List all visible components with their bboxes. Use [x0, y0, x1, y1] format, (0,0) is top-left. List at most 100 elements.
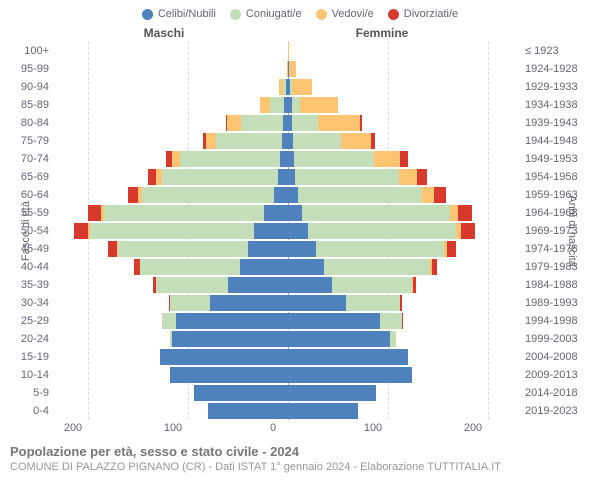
birth-year-label: 1959-1963 [520, 186, 590, 204]
bar-segment [288, 331, 390, 347]
bar-segment [162, 169, 278, 185]
bar-segment [104, 205, 264, 221]
male-bar [260, 97, 288, 113]
male-bar [279, 79, 288, 95]
pyramid-row [55, 168, 520, 186]
bar-segment [341, 133, 371, 149]
bar-segment [160, 349, 288, 365]
male-bar [148, 169, 288, 185]
age-label: 25-29 [10, 312, 54, 330]
bar-segment [228, 277, 288, 293]
pyramid-row [55, 276, 520, 294]
bar-segment [324, 259, 430, 275]
bar-segment [288, 169, 295, 185]
bar-segment [118, 241, 248, 257]
age-label: 70-74 [10, 150, 54, 168]
age-label: 30-34 [10, 294, 54, 312]
female-bar [288, 187, 446, 203]
age-label: 50-54 [10, 222, 54, 240]
bar-segment [417, 169, 427, 185]
bar-segment [458, 205, 472, 221]
legend-swatch [230, 9, 241, 20]
bar-segment [292, 115, 318, 131]
legend-label: Celibi/Nubili [158, 8, 216, 20]
bar-segment [447, 241, 456, 257]
bar-segment [206, 133, 216, 149]
legend-label: Coniugati/e [246, 8, 302, 20]
pyramid-row [55, 60, 520, 78]
bar-segment [461, 223, 475, 239]
pyramid-row [55, 312, 520, 330]
bar-segment [90, 223, 254, 239]
bar-segment [172, 331, 288, 347]
legend: Celibi/NubiliConiugati/eVedovi/eDivorzia… [10, 8, 590, 20]
bar-segment [264, 205, 288, 221]
bar-segment [128, 187, 138, 203]
male-bar [226, 115, 288, 131]
x-tick: 100 [364, 422, 382, 434]
male-bar [162, 313, 288, 329]
bar-segment [413, 277, 416, 293]
bar-segment [162, 313, 176, 329]
male-bar [128, 187, 288, 203]
male-bar [88, 205, 288, 221]
bar-segment [292, 79, 312, 95]
female-bar [288, 331, 396, 347]
female-bar [288, 115, 362, 131]
legend-label: Divorziati/e [404, 8, 458, 20]
bar-segment [294, 151, 374, 167]
bar-segment [332, 277, 412, 293]
bar-segment [288, 313, 380, 329]
bar-segment [295, 169, 399, 185]
birth-year-label: 1989-1993 [520, 294, 590, 312]
age-label: 80-84 [10, 114, 54, 132]
birth-year-label: 1964-1968 [520, 204, 590, 222]
bar-segment [380, 313, 402, 329]
male-bar [160, 349, 288, 365]
male-bar [108, 241, 288, 257]
age-label: 60-64 [10, 186, 54, 204]
pyramid-row [55, 114, 520, 132]
bar-segment [288, 385, 376, 401]
bar-segment [298, 187, 422, 203]
legend-swatch [388, 9, 399, 20]
pyramid-row [55, 402, 520, 420]
age-label: 85-89 [10, 96, 54, 114]
male-bar [203, 133, 288, 149]
age-label: 65-69 [10, 168, 54, 186]
bar-segment [208, 403, 288, 419]
bar-segment [241, 115, 283, 131]
bar-segment [280, 151, 288, 167]
female-bar [288, 169, 427, 185]
bar-segment [293, 133, 341, 149]
bar-segment [374, 151, 400, 167]
pyramid-row [55, 204, 520, 222]
bar-segment [432, 259, 437, 275]
legend-item: Celibi/Nubili [142, 8, 216, 20]
bar-segment [216, 133, 282, 149]
bar-segment [399, 169, 417, 185]
bar-segment [180, 151, 280, 167]
age-label: 35-39 [10, 276, 54, 294]
bar-segment [170, 367, 288, 383]
pyramid-row [55, 132, 520, 150]
birth-year-label: 2014-2018 [520, 384, 590, 402]
male-bar [169, 295, 288, 311]
female-bar [288, 349, 408, 365]
birth-year-label: 1979-1983 [520, 258, 590, 276]
bar-segment [108, 241, 117, 257]
bar-segment [278, 169, 288, 185]
male-bar [170, 331, 288, 347]
age-label: 40-44 [10, 258, 54, 276]
bar-segment [318, 115, 360, 131]
bar-segment [450, 205, 458, 221]
bar-segment [400, 295, 402, 311]
birth-year-label: 1929-1933 [520, 78, 590, 96]
bar-segment [434, 187, 446, 203]
bar-segment [288, 403, 358, 419]
x-tick: 0 [270, 422, 276, 434]
birth-year-label: 1974-1978 [520, 240, 590, 258]
bar-segment [288, 277, 332, 293]
bar-segment [260, 97, 270, 113]
x-tick: 200 [64, 422, 82, 434]
